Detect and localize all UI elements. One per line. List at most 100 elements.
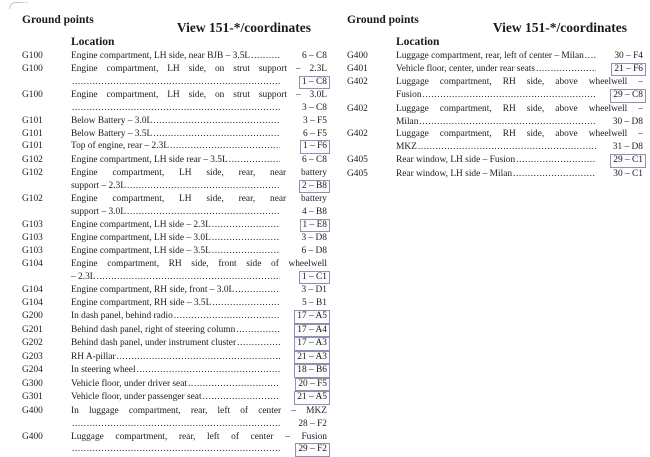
table-row: G104 Engine compartment, RH side, front s… <box>22 258 330 285</box>
location-cell: Behind dash panel, right of steering col… <box>71 323 330 338</box>
coordinate-cell: 6 – C8 <box>283 154 327 167</box>
coordinate-cell: 6 – D8 <box>283 245 327 258</box>
coordinate-cell: 29 – C1 <box>599 153 646 168</box>
table-row: G301 Vehicle floor, under passenger seat.… <box>22 391 330 406</box>
location-line: ........................................… <box>71 443 330 457</box>
location-text-line1: Luggage compartment, RH side, above whee… <box>396 103 643 114</box>
location-text: Engine compartment, LH side – 2.3L <box>71 219 211 230</box>
location-cell: Below Battery – 3.5L....................… <box>71 128 327 141</box>
dot-leader: ........................................… <box>72 444 280 455</box>
location-line: Engine compartment, RH side – 3.5L......… <box>71 297 327 310</box>
location-cell: Vehicle floor, under driver seat........… <box>71 377 330 392</box>
table-row: G401 Vehicle floor, center, under rear se… <box>347 62 646 77</box>
location-text: Rear window, LH side – Milan <box>396 168 513 179</box>
dot-leader: ........................................… <box>153 115 280 126</box>
coordinate-value: 6 – D8 <box>301 246 327 257</box>
location-text: Vehicle floor, under driver seat <box>71 378 187 389</box>
location-line: Vehicle floor, center, under rear seats.… <box>396 62 646 77</box>
dot-leader: ........................................… <box>96 271 280 282</box>
location-cell: Behind dash panel, under instrument clus… <box>71 337 330 351</box>
dot-leader: ........................................… <box>228 154 280 165</box>
table-row: G102 Engine compartment, LH side, rear, n… <box>22 167 330 194</box>
table-row: G400 Luggage compartment, rear, left of c… <box>347 50 643 63</box>
coordinate-value-boxed: 1 – F6 <box>300 140 330 154</box>
table-row: G405 Rear window, LH side – Fusion.......… <box>347 153 646 168</box>
ground-point-id: G405 <box>347 154 368 165</box>
location-line: In dash panel, behind radio.............… <box>71 309 330 324</box>
table-row: G103 Engine compartment, LH side – 3.5L..… <box>22 245 327 258</box>
coordinate-value-boxed: 17 – A3 <box>294 337 330 351</box>
coordinate-value-boxed: 17 – A4 <box>294 323 330 338</box>
dot-leader: ........................................… <box>126 206 280 217</box>
coordinate-value: 31 – D8 <box>612 142 643 153</box>
coordinate-value: 30 – F4 <box>614 51 643 61</box>
section-title: Ground points <box>22 14 94 26</box>
location-cell: Luggage compartment, RH side, above whee… <box>396 76 646 103</box>
location-line: ........................................… <box>71 75 330 90</box>
ground-point-id: G100 <box>22 63 43 74</box>
coordinate-cell: 17 – A5 <box>283 309 330 324</box>
ground-point-id: G300 <box>22 378 43 389</box>
dot-leader: ........................................… <box>126 180 280 191</box>
ground-point-id: G100 <box>22 90 43 101</box>
ground-point-id: G102 <box>22 167 43 178</box>
coordinate-value: 30 – D8 <box>612 116 643 127</box>
dot-leader: ........................................… <box>417 142 596 153</box>
location-cell: Engine compartment, LH side, rear, near … <box>71 167 330 194</box>
dot-leader: ........................................… <box>153 128 280 139</box>
table-row: G202 Behind dash panel, under instrument … <box>22 337 330 351</box>
location-text-line1: Engine compartment, LH side, rear, near … <box>71 167 327 178</box>
coordinate-value: 3 – D1 <box>301 285 327 296</box>
table-row: G101 Top of engine, rear – 2.3L..........… <box>22 140 330 154</box>
location-cell: Engine compartment, RH side – 3.5L......… <box>71 297 327 310</box>
coordinate-value-boxed: 21 – F6 <box>611 62 646 77</box>
ground-point-id: G400 <box>22 406 43 417</box>
table-row: G200 In dash panel, behind radio.........… <box>22 309 330 324</box>
table-row: G405 Rear window, LH side – Milan........… <box>347 168 643 181</box>
table-header-row: Ground points View 151-*/coordinates <box>347 12 643 35</box>
dot-leader: ........................................… <box>72 76 280 87</box>
coordinate-cell: 1 – C8 <box>283 75 330 90</box>
dot-leader: ........................................… <box>72 102 280 113</box>
location-text: support – 2.3L <box>71 180 126 191</box>
table-row: G101 Below Battery – 3.5L................… <box>22 128 327 141</box>
table-row: G104 Engine compartment, RH side, front –… <box>22 284 327 297</box>
location-line: In steering wheel.......................… <box>71 364 330 378</box>
location-text: Rear window, LH side – Fusion <box>396 154 516 165</box>
coordinate-cell: 30 – D8 <box>599 116 643 129</box>
coordinate-value: 3 – C8 <box>301 102 327 113</box>
ground-point-id: G202 <box>22 338 43 349</box>
dot-leader: ........................................… <box>536 63 596 74</box>
dot-leader: ........................................… <box>235 285 280 296</box>
coordinate-cell: 1 – E8 <box>283 218 330 233</box>
dot-leader: ........................................… <box>584 51 596 61</box>
coordinate-value-boxed: 18 – B6 <box>294 364 330 378</box>
table-row: G100 Engine compartment, LH side, near BJ… <box>22 50 327 63</box>
coordinate-cell: 5 – B1 <box>283 297 327 310</box>
location-line: Engine compartment, LH side rear – 3.5L.… <box>71 154 327 167</box>
location-line: Engine compartment, LH side – 2.3L......… <box>71 218 330 233</box>
coordinate-cell: 6 – C8 <box>283 50 327 63</box>
location-cell: Engine compartment, LH side rear – 3.5L.… <box>71 154 327 167</box>
coordinate-cell: 18 – B6 <box>283 364 330 378</box>
location-cell: Rear window, LH side – Milan............… <box>396 168 643 181</box>
table-row: G100 Engine compartment, LH side, on stru… <box>22 63 330 90</box>
coordinate-cell: 28 – F2 <box>283 418 327 431</box>
scan-artifact <box>9 2 28 9</box>
location-column-header: Location <box>71 36 115 48</box>
location-text: Engine compartment, RH side – 3.5L <box>71 298 212 309</box>
ground-point-id: G101 <box>22 115 43 126</box>
location-cell: Engine compartment, LH side, rear, near … <box>71 193 327 219</box>
coordinate-value-boxed: 21 – A3 <box>294 350 330 365</box>
ground-point-id: G101 <box>22 141 43 152</box>
ground-point-id: G104 <box>22 258 43 269</box>
location-text: RH A-pillar <box>71 351 116 362</box>
table-rows: G400 Luggage compartment, rear, left of c… <box>347 50 646 181</box>
coordinate-value-boxed: 29 – C8 <box>610 89 646 103</box>
coordinate-value: 6 – F5 <box>303 128 327 139</box>
location-line: Luggage compartment, rear, left of cente… <box>396 50 643 63</box>
ground-points-table-right: Ground points View 151-*/coordinates Loc… <box>347 12 646 181</box>
ground-points-table-left: Ground points View 151-*/coordinates Loc… <box>22 12 330 457</box>
ground-point-id: G401 <box>347 63 368 74</box>
table-row: G100 Engine compartment, LH side, on stru… <box>22 89 327 115</box>
